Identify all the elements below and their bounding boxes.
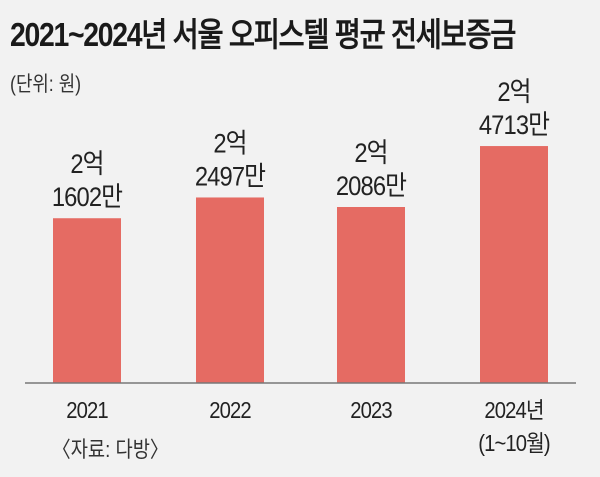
bar-2024년 <box>480 146 548 383</box>
data-label: 2497만 <box>195 162 266 192</box>
x-tick-label: 2022 <box>209 397 251 424</box>
data-label: 2억 <box>70 150 103 180</box>
x-tick-sublabel: (1~10월) <box>478 430 550 457</box>
unit-note: (단위: 원) <box>10 73 82 96</box>
chart-title: 2021~2024년 서울 오피스텔 평균 전세보증금 <box>10 16 516 53</box>
bar-2022 <box>196 197 264 383</box>
data-label: 2억 <box>497 78 530 108</box>
data-label: 4713만 <box>479 111 550 141</box>
data-label: 2086만 <box>336 172 407 202</box>
bar-2023 <box>337 207 405 383</box>
x-tick-label: 2021 <box>66 397 108 424</box>
source-note: 〈자료: 다방〉 <box>52 437 169 462</box>
data-label: 1602만 <box>52 183 123 213</box>
data-label: 2억 <box>213 129 246 159</box>
x-tick-label: 2024년 <box>484 397 543 424</box>
x-tick-label: 2023 <box>350 397 392 424</box>
bar-2021 <box>53 218 121 383</box>
data-label: 2억 <box>354 139 387 169</box>
